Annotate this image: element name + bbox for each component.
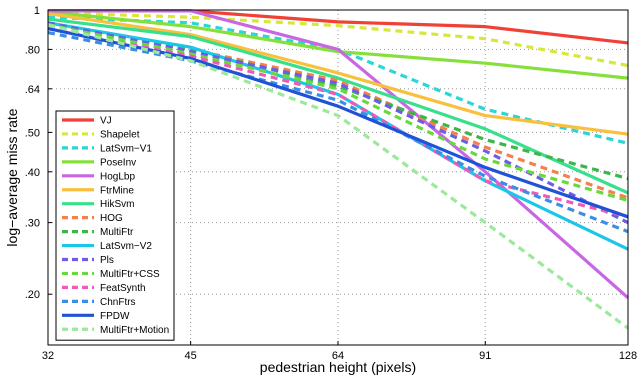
y-tick-label: .50: [25, 127, 40, 139]
series-line: [47, 11, 629, 68]
legend-label: ChnFtrs: [100, 297, 136, 308]
y-tick-label: .20: [25, 289, 40, 301]
series-lines: [47, 9, 630, 330]
legend-label: VJ: [100, 116, 112, 127]
y-tick-label: .80: [25, 44, 40, 56]
legend-label: Pls: [100, 255, 114, 266]
x-tick-label: 128: [619, 350, 637, 362]
series-line: [47, 31, 629, 234]
legend-label: MultiFtr+Motion: [100, 325, 169, 336]
series-line: [47, 10, 629, 80]
legend-label: FPDW: [100, 311, 130, 322]
legend-label: MultiFtr+CSS: [100, 269, 160, 280]
y-tick-label: .30: [25, 218, 40, 230]
x-tick-label: 64: [332, 350, 344, 362]
legend-label: Shapelet: [100, 129, 140, 140]
series-line: [47, 11, 629, 136]
series-line: [47, 21, 629, 251]
legend-label: HikSvm: [100, 199, 134, 210]
legend-label: HogLbp: [100, 171, 135, 182]
y-tick-label: 1: [34, 5, 40, 17]
series-line: [48, 9, 630, 299]
y-tick-label: .40: [25, 167, 40, 179]
y-tick-label: .64: [25, 84, 40, 96]
series-line: [47, 23, 629, 203]
x-tick-label: 91: [479, 350, 491, 362]
legend-label: HOG: [100, 213, 123, 224]
axis-ticks: 32 45 64 91 128 1 .80 .64 .50 .40 .30 .20: [25, 5, 637, 362]
legend-label: PoseInv: [100, 157, 136, 168]
legend-label: FtrMine: [100, 185, 134, 196]
x-tick-label: 32: [42, 350, 54, 362]
legend-label: FeatSynth: [100, 283, 146, 294]
x-axis-label: pedestrian height (pixels): [260, 359, 416, 375]
y-axis-label: log−average miss rate: [4, 108, 20, 246]
legend: VJ Shapelet LatSvm−V1 PoseInv HogLbp FtrMine H…: [55, 110, 175, 341]
series-line: [47, 23, 629, 330]
x-tick-label: 45: [185, 350, 197, 362]
legend-label: MultiFtr: [100, 227, 134, 238]
legend-label: LatSvm−V2: [100, 241, 152, 252]
series-line: [47, 21, 629, 225]
series-line: [47, 17, 629, 195]
legend-label: LatSvm−V1: [100, 143, 152, 154]
